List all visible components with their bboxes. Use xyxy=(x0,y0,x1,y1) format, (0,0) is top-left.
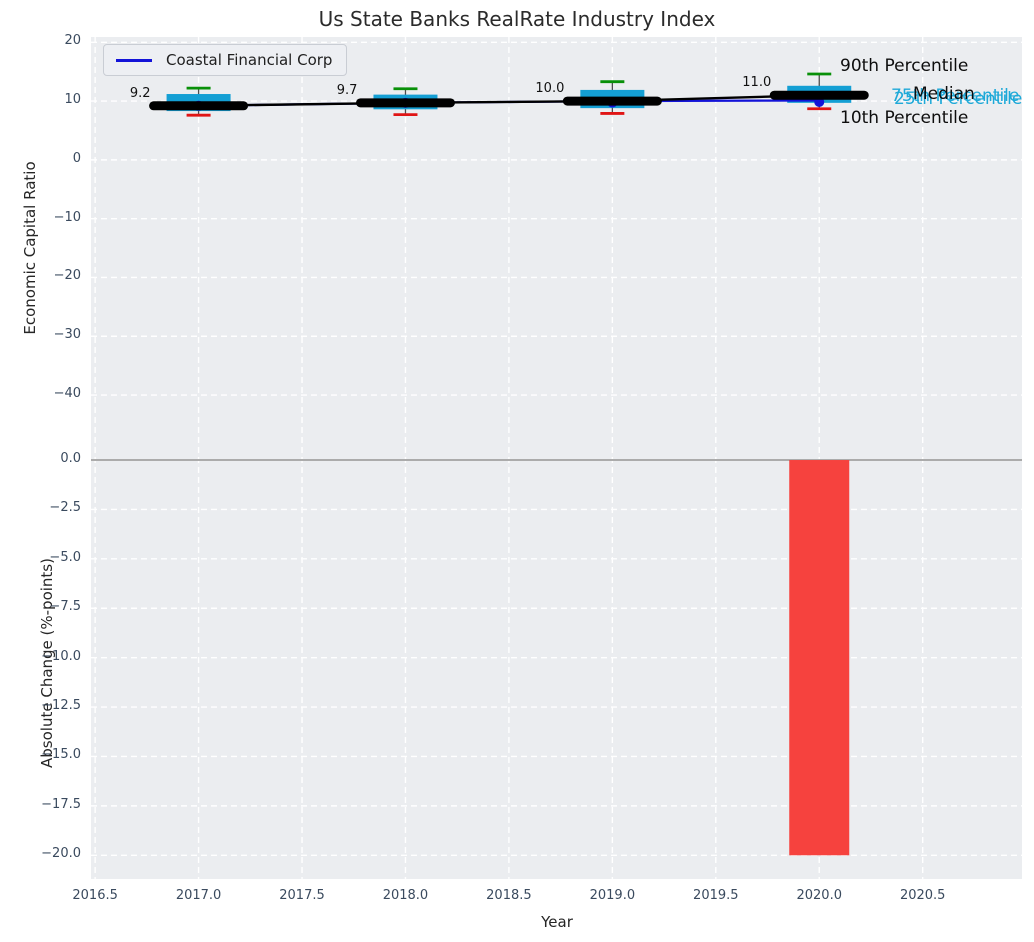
top-y-tick-label: 20 xyxy=(64,33,81,49)
bottom-y-tick-label: −7.5 xyxy=(49,599,81,615)
bottom-y-tick-label: −5.0 xyxy=(49,549,81,565)
legend-line-sample-icon xyxy=(116,58,152,62)
median-value-label: 10.0 xyxy=(535,81,565,97)
bottom-y-tick-label: −17.5 xyxy=(41,796,81,812)
chart-title: Us State Banks RealRate Industry Index xyxy=(318,7,716,31)
median-value-label: 9.7 xyxy=(336,82,358,98)
annotation-10th-percentile: 10th Percentile xyxy=(840,108,969,128)
top-axes-panel xyxy=(91,37,1022,445)
median-value-label: 11.0 xyxy=(742,75,772,91)
bottom-y-tick-label: 0.0 xyxy=(60,451,81,467)
top-y-tick-label: −10 xyxy=(53,209,81,225)
median-value-label: 9.2 xyxy=(129,85,151,101)
bottom-axes-panel xyxy=(91,445,1022,879)
top-y-tick-label: 10 xyxy=(64,92,81,108)
x-tick-label: 2017.5 xyxy=(279,888,325,903)
top-y-tick-label: −40 xyxy=(53,386,81,402)
legend-label: Coastal Financial Corp xyxy=(166,51,333,69)
top-y-axis-label: Economic Capital Ratio xyxy=(21,161,39,335)
bottom-y-tick-label: −10.0 xyxy=(41,648,81,664)
x-axis-label: Year xyxy=(541,913,573,931)
bottom-y-tick-label: −12.5 xyxy=(41,698,81,714)
x-tick-label: 2016.5 xyxy=(72,888,118,903)
top-y-tick-label: −20 xyxy=(53,268,81,284)
x-tick-label: 2019.5 xyxy=(693,888,739,903)
x-tick-label: 2017.0 xyxy=(175,888,222,903)
top-y-tick-label: 0 xyxy=(72,150,81,166)
bottom-y-tick-label: −20.0 xyxy=(41,846,81,862)
x-tick-label: 2019.0 xyxy=(589,888,636,903)
x-tick-label: 2020.0 xyxy=(796,888,842,903)
x-tick-label: 2020.5 xyxy=(899,888,946,903)
annotation-90th-percentile: 90th Percentile xyxy=(840,56,969,76)
annotation-75th-percentile: 75th Percentile xyxy=(891,86,1020,106)
bottom-y-tick-label: −15.0 xyxy=(41,747,81,763)
legend: Coastal Financial Corp xyxy=(103,44,347,76)
x-tick-label: 2018.0 xyxy=(382,888,429,903)
annotation-median: Median xyxy=(913,84,975,104)
top-y-tick-label: −30 xyxy=(53,327,81,343)
bottom-y-tick-label: −2.5 xyxy=(49,500,81,516)
x-tick-label: 2018.5 xyxy=(486,888,532,903)
annotation-25th-percentile: 25th Percentile xyxy=(894,89,1023,109)
